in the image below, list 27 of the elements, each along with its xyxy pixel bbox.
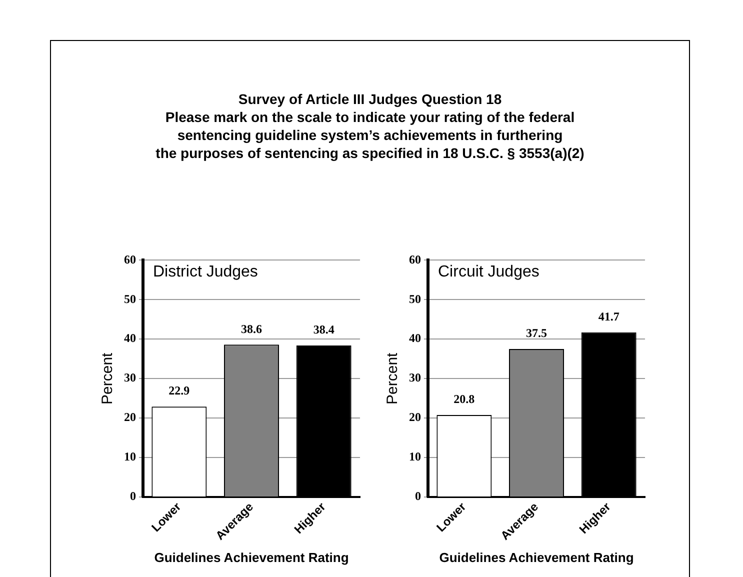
data-label: 20.8 [454,392,475,406]
data-label: 37.5 [526,326,547,340]
y-tick-label: 30 [124,370,136,385]
x-axis-title: Guidelines Achievement Rating [154,550,349,565]
y-axis-title: Percent [384,352,402,404]
data-label: 22.9 [168,384,190,398]
y-tick-label: 50 [409,292,421,306]
y-tick-label: 0 [130,489,136,504]
y-tick-label: 50 [124,292,136,306]
chart-subtitle: Circuit Judges [438,264,540,281]
chart-subtitle: District Judges [153,264,258,281]
y-tick-label: 60 [124,252,136,266]
y-tick-label: 40 [124,331,136,346]
y-tick-label: 10 [409,450,421,464]
y-tick-label: 40 [409,331,421,346]
y-tick-label: 10 [124,450,136,464]
y-tick-label: 30 [409,370,421,385]
data-label: 41.7 [598,310,620,324]
y-tick-label: 20 [409,410,421,424]
data-label: 38.6 [241,322,262,336]
y-tick-label: 20 [124,410,136,424]
y-tick-label: 0 [415,489,421,504]
data-label: 38.4 [313,322,334,337]
y-tick-label: 60 [409,252,421,266]
y-axis-title: Percent [99,352,116,404]
chart-title: Survey of Article III Judges Question 18 Please mark on the scale to indicate your rating of the federal sentencing guideline system’s achievements in furthering the purposes of sentencing as specified in 18 U.S.C. § 3553(a)(2) [154,90,586,162]
x-axis-title: Guidelines Achievement Rating [439,550,634,565]
